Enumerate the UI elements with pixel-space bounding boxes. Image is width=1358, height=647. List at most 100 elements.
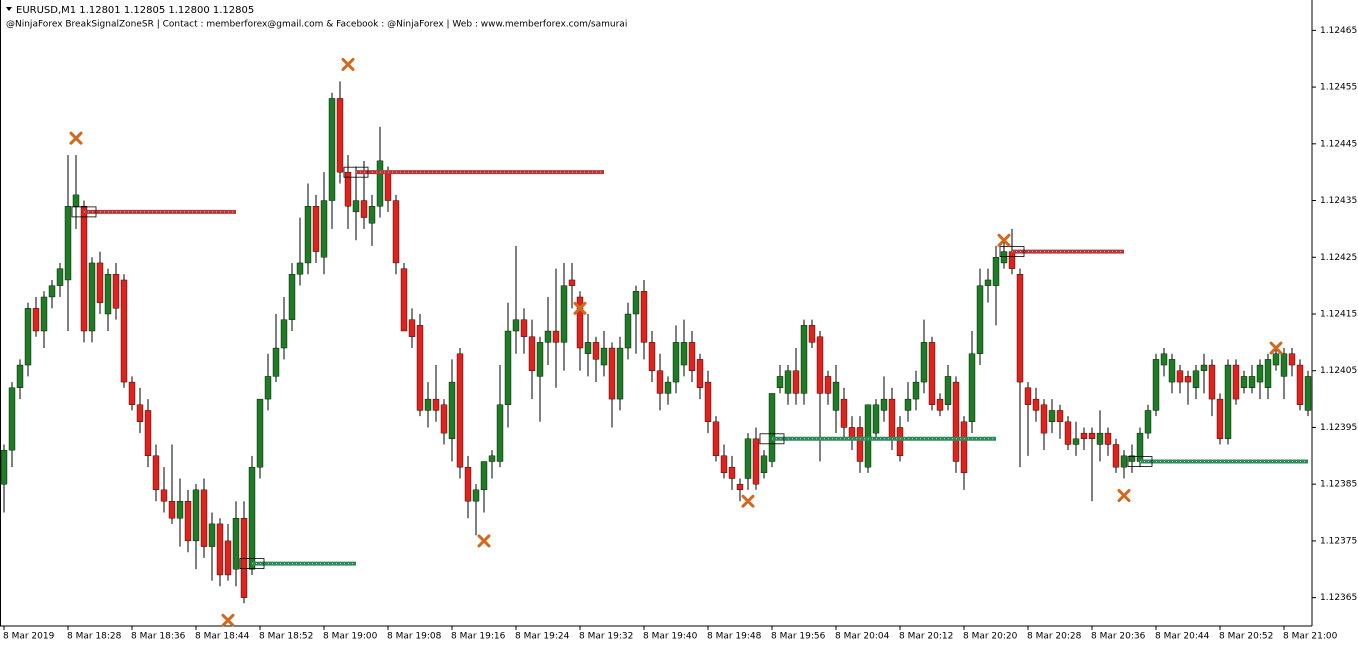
candle-body <box>72 194 80 207</box>
candle-body <box>376 160 384 207</box>
candle-body <box>144 410 152 457</box>
candle-body <box>112 274 120 309</box>
y-tick-label: 1.12455 <box>1320 83 1357 93</box>
x-tick-label: 8 Mar 19:16 <box>451 632 506 642</box>
candle-body <box>1240 376 1248 388</box>
candle-body <box>160 489 168 502</box>
candle-body <box>200 489 208 547</box>
candle-body <box>48 285 56 298</box>
candle-body <box>528 336 536 371</box>
y-tick-label: 1.12395 <box>1320 423 1357 433</box>
candle-body <box>680 342 688 366</box>
candle-body <box>696 359 704 388</box>
candle-body <box>688 342 696 371</box>
candle-body <box>632 291 640 315</box>
x-tick-label: 8 Mar 20:28 <box>1027 632 1082 642</box>
candle-body <box>744 438 752 479</box>
candle-body <box>584 342 592 354</box>
candle-body <box>856 427 864 462</box>
candle-body <box>256 398 264 468</box>
menu-arrow <box>6 7 12 11</box>
candle-body <box>176 501 184 519</box>
candle-body <box>1216 398 1224 440</box>
candle-body <box>952 381 960 462</box>
candle-body <box>784 370 792 394</box>
candle-body <box>424 398 432 411</box>
candle-body <box>576 296 584 349</box>
candle-body <box>1016 274 1024 383</box>
candle-body <box>904 398 912 411</box>
x-tick-label: 8 Mar 19:08 <box>387 632 442 642</box>
candle-body <box>496 404 504 462</box>
candle-body <box>64 206 72 281</box>
x-tick-label: 8 Mar 19:48 <box>707 632 762 642</box>
candle-body <box>1056 410 1064 422</box>
candle-body <box>1176 370 1184 383</box>
x-tick-label: 8 Mar 19:56 <box>771 632 826 642</box>
candle-body <box>1064 421 1072 445</box>
candle-body <box>592 342 600 360</box>
level-box <box>999 246 1025 258</box>
candle-body <box>800 325 808 394</box>
candle-body <box>1232 364 1240 400</box>
candle-body <box>1008 251 1016 269</box>
candle-body <box>568 279 576 286</box>
x-tick-label: 8 Mar 18:36 <box>131 632 186 642</box>
candle-body <box>480 461 488 491</box>
candle-body <box>432 398 440 411</box>
candle-body <box>560 285 568 343</box>
candle-body <box>0 449 8 485</box>
signal-mark <box>221 613 235 627</box>
x-tick-label: 8 Mar 20:12 <box>899 632 953 642</box>
candle-body <box>1160 353 1168 366</box>
candle-body <box>336 98 344 173</box>
candle-body <box>1248 376 1256 388</box>
candle-body <box>440 404 448 434</box>
y-tick-label: 1.12445 <box>1320 139 1357 149</box>
candle-body <box>280 319 288 349</box>
candle-body <box>616 347 624 400</box>
y-tick-label: 1.12375 <box>1320 536 1357 546</box>
candle-body <box>456 353 464 468</box>
candle-body <box>264 376 272 400</box>
candle-body <box>808 325 816 343</box>
x-tick-label: 8 Mar 20:36 <box>1091 632 1146 642</box>
candle-body <box>984 279 992 286</box>
candle-body <box>224 540 232 576</box>
candle-body <box>1144 410 1152 434</box>
candle-body <box>328 98 336 201</box>
signal-mark <box>477 534 491 548</box>
candle-body <box>368 206 376 224</box>
level-box <box>759 433 785 445</box>
candle-body <box>208 523 216 547</box>
candle-body <box>1088 432 1096 439</box>
candle-body <box>152 455 160 491</box>
candle-body <box>512 319 520 332</box>
candle-body <box>624 313 632 349</box>
candle-body <box>216 523 224 576</box>
chart-subtitle: @NinjaForex BreakSignalZoneSR | Contact … <box>6 20 627 30</box>
candle-body <box>128 381 136 405</box>
candle-body <box>912 381 920 400</box>
candle-body <box>240 518 248 598</box>
x-tick-label: 8 Mar 20:04 <box>835 632 890 642</box>
candle-body <box>1208 364 1216 400</box>
candle-body <box>104 274 112 315</box>
candle-body <box>928 342 936 405</box>
candle-body <box>816 336 824 394</box>
candle-body <box>992 257 1000 286</box>
candle-body <box>344 171 352 207</box>
candle-body <box>1048 410 1056 422</box>
candle-body <box>944 376 952 405</box>
y-tick-label: 1.12465 <box>1320 26 1357 36</box>
candle-body <box>384 171 392 201</box>
level-box <box>343 166 369 178</box>
candle-body <box>1128 455 1136 462</box>
candle-body <box>936 398 944 411</box>
y-tick-label: 1.12385 <box>1320 480 1357 490</box>
candle-body <box>1000 251 1008 264</box>
candle-body <box>168 501 176 519</box>
candle-body <box>192 489 200 542</box>
candle-body <box>472 489 480 502</box>
